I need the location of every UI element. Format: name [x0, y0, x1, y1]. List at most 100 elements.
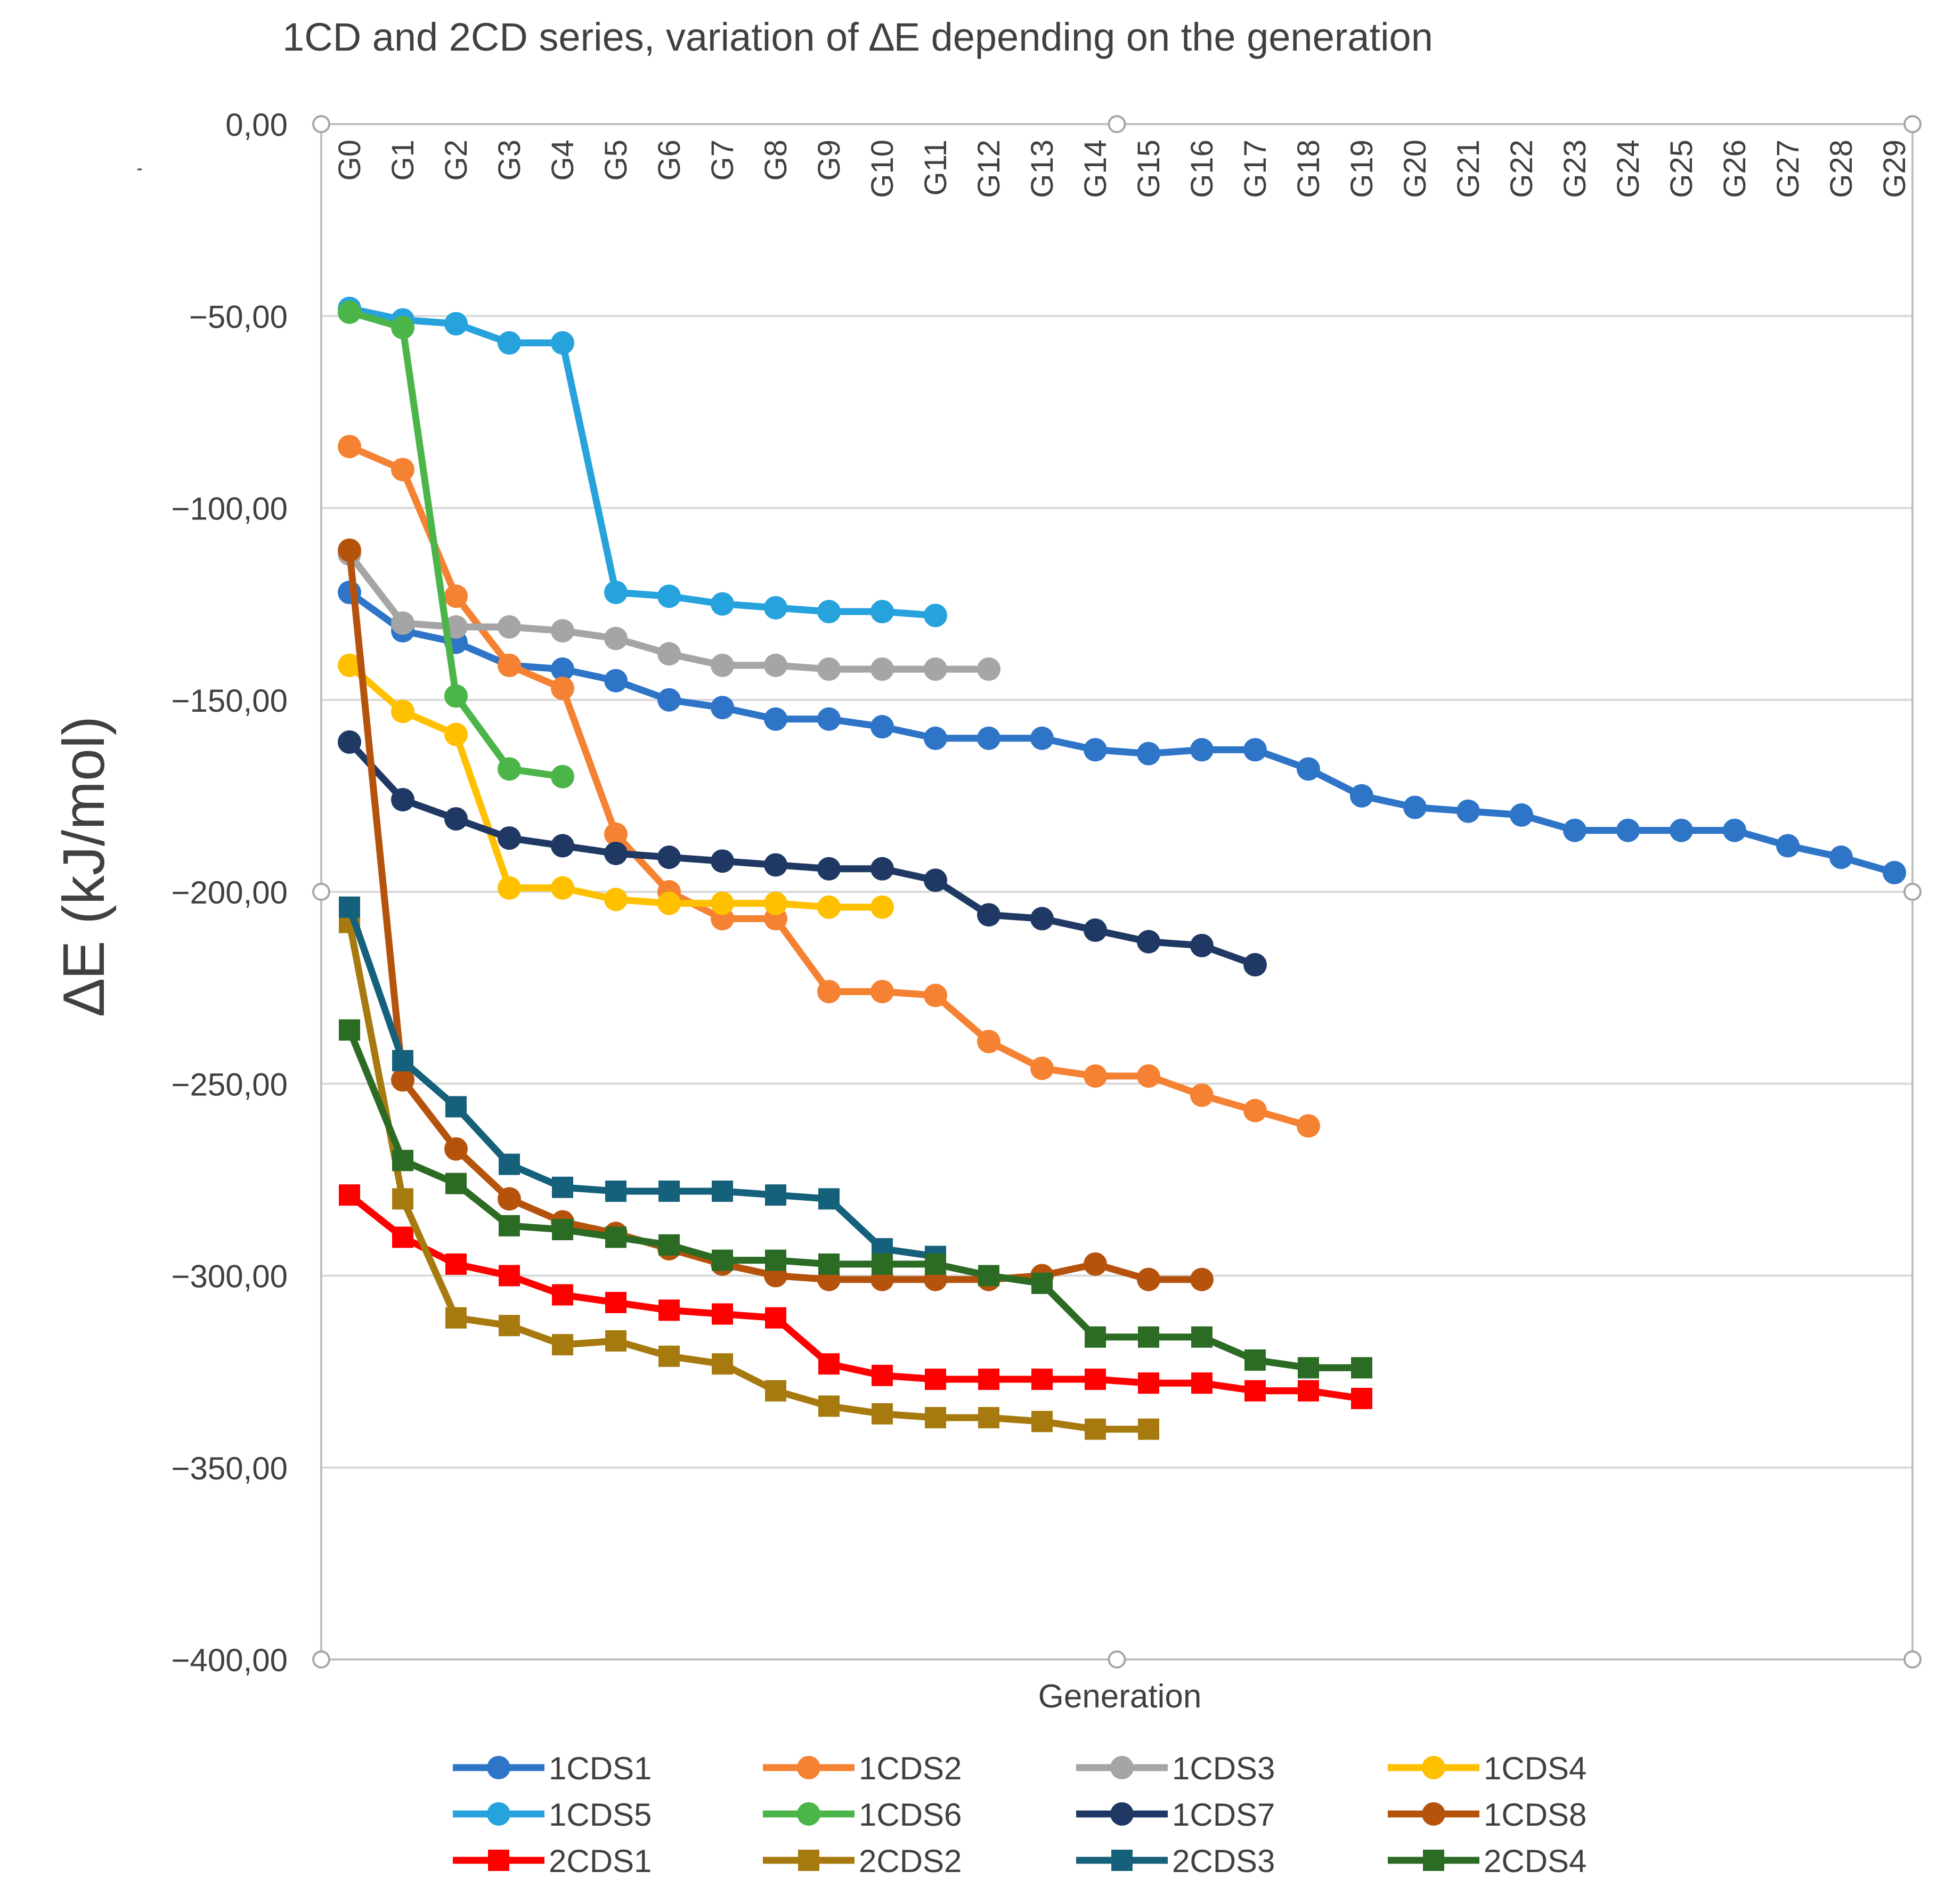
data-point [444, 807, 468, 831]
legend-marker [1422, 1802, 1445, 1826]
data-point [1298, 1380, 1319, 1402]
y-tick-label: 0,00 [225, 107, 288, 143]
data-point [658, 1299, 680, 1321]
data-point [977, 726, 1000, 750]
series-1CDS4 [338, 653, 894, 919]
data-point [604, 888, 628, 912]
data-point [1138, 1326, 1159, 1348]
data-point [499, 1265, 520, 1287]
x-tick-label: G6 [652, 140, 687, 181]
y-tick-label: −400,00 [171, 1642, 288, 1678]
legend-label: 1CDS7 [1172, 1797, 1275, 1833]
x-tick-label: G7 [705, 140, 740, 181]
data-point [818, 1395, 840, 1417]
data-point [870, 715, 894, 739]
data-point [977, 657, 1000, 681]
data-point [870, 980, 894, 1004]
data-point [712, 1353, 733, 1375]
data-point [870, 857, 894, 881]
x-tick-label: G17 [1238, 140, 1273, 198]
legend-item-1CDS3: 1CDS3 [1076, 1751, 1275, 1786]
data-point [392, 1050, 413, 1072]
data-point [338, 435, 361, 459]
data-point [764, 707, 787, 731]
data-point [1190, 1083, 1214, 1107]
data-point [1030, 726, 1054, 750]
data-point [551, 657, 574, 681]
data-point [1137, 742, 1160, 766]
data-point [658, 1234, 680, 1256]
data-point [444, 684, 468, 708]
data-point [338, 538, 361, 562]
legend-marker [487, 1802, 510, 1826]
legend-marker [1422, 1756, 1445, 1779]
resize-handle [1903, 883, 1922, 901]
legend-marker [797, 1756, 820, 1779]
data-point [1031, 1272, 1053, 1294]
x-axis-label: Generation [1038, 1678, 1202, 1715]
data-point [604, 626, 628, 650]
data-point [498, 826, 521, 850]
x-axis-ticks: G0 G1 G2 G3 G4 G5 G6 G7 G8 G9 G10 G11 G12 G13 G14 G15 G1… [332, 140, 1912, 198]
data-point [817, 857, 841, 881]
x-tick-label: G21 [1451, 140, 1486, 198]
data-point [339, 1019, 360, 1041]
resize-handle [1108, 115, 1126, 133]
data-point [1297, 1114, 1320, 1138]
series-2CDS3 [339, 896, 946, 1267]
data-point [1190, 933, 1214, 957]
data-point [391, 699, 414, 723]
data-point [444, 312, 468, 336]
data-point [711, 653, 734, 677]
data-point [552, 1334, 573, 1356]
data-point [1085, 1369, 1106, 1390]
resize-handle [1903, 115, 1922, 133]
x-tick-label: G26 [1718, 140, 1752, 198]
legend-item-2CDS1: 2CDS1 [453, 1843, 652, 1879]
legend-marker [488, 1850, 509, 1871]
data-point [712, 1180, 733, 1202]
data-point [1244, 1349, 1266, 1371]
data-point [657, 642, 681, 666]
x-tick-label: G5 [599, 140, 633, 181]
data-point [872, 1253, 893, 1275]
data-point [765, 1184, 786, 1206]
data-point [498, 757, 521, 781]
legend-marker [1111, 1850, 1133, 1871]
x-tick-label: G12 [972, 140, 1006, 198]
data-point [498, 1187, 521, 1211]
data-point [817, 600, 841, 624]
data-point [870, 657, 894, 681]
resize-handle [312, 1650, 330, 1669]
data-point [711, 696, 734, 720]
data-point [817, 657, 841, 681]
data-point [1031, 1411, 1053, 1433]
series-1CDS7 [338, 730, 1267, 977]
legend-item-2CDS3: 2CDS3 [1076, 1843, 1275, 1879]
x-tick-label: G11 [918, 140, 953, 196]
data-point [392, 1188, 413, 1210]
data-point [1030, 907, 1054, 931]
data-point [817, 895, 841, 919]
x-tick-label: G20 [1398, 140, 1433, 198]
data-point [1138, 1372, 1159, 1394]
data-point [1085, 1326, 1106, 1348]
x-tick-label: G15 [1132, 140, 1166, 198]
data-point [1243, 953, 1267, 977]
data-point [498, 615, 521, 639]
legend-item-2CDS2: 2CDS2 [763, 1843, 962, 1879]
data-point [924, 726, 947, 750]
legend-item-1CDS5: 1CDS5 [453, 1797, 652, 1833]
data-point [604, 841, 628, 865]
data-point [445, 1173, 467, 1194]
chart-title: 1CD and 2CD series, variation of ∆E depe… [282, 15, 1433, 59]
resize-handle [312, 883, 330, 901]
x-tick-label: G14 [1078, 140, 1113, 198]
data-point [1403, 795, 1427, 819]
data-point [1670, 818, 1693, 842]
data-point [765, 1307, 786, 1329]
x-tick-label: G2 [439, 140, 474, 181]
x-tick-label: G16 [1185, 140, 1219, 198]
data-point [445, 1253, 467, 1275]
